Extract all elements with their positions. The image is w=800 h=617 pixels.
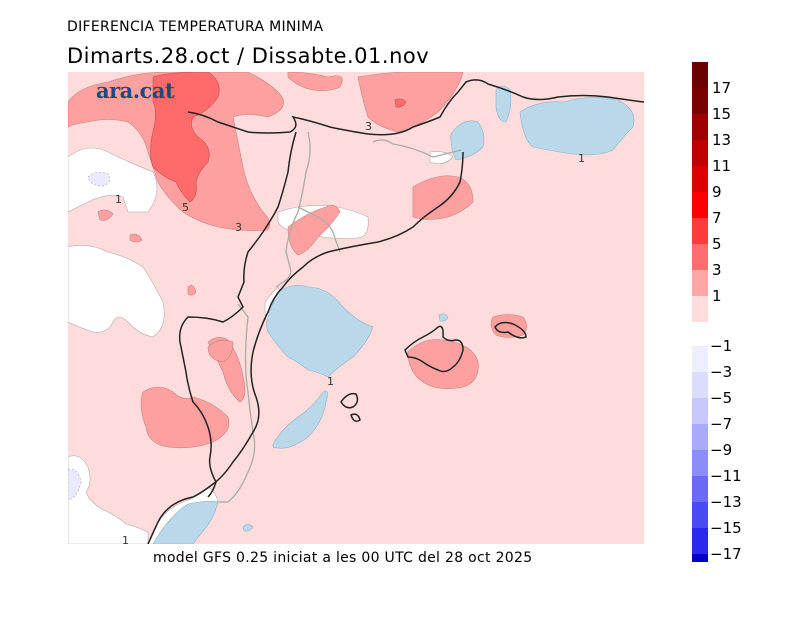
legend-swatch [692,166,708,192]
cool-area [152,501,219,544]
cold-area [87,171,110,187]
warm-band-5-7 [394,98,407,108]
legend-swatch [692,554,708,562]
contour-label: 3 [365,120,372,133]
legend-label: −17 [710,545,742,562]
date-range: Dimarts.28.oct / Dissabte.01.nov [67,44,430,68]
legend-swatch [692,424,708,450]
legend-label: 7 [712,209,722,227]
legend-swatch [692,244,708,270]
warm-band-3-5 [129,233,143,243]
legend-swatch [692,270,708,296]
contour-label: 1 [115,193,122,206]
island-ibiza [340,392,361,422]
neutral-area [68,245,165,338]
legend-swatch [692,296,708,322]
contour-label: 3 [235,221,242,234]
cool-area [266,285,374,378]
legend-label: −3 [710,363,732,381]
cold-area [68,469,82,501]
legend-label: −7 [710,415,732,433]
island-mallorca [404,325,464,373]
legend-swatch [692,192,708,218]
regional-border [275,131,462,288]
border-coastline [147,151,464,544]
contour-label: 1 [327,375,334,388]
legend-swatch [692,218,708,244]
cool-area [272,390,328,449]
legend-label: −5 [710,389,732,407]
neutral-area [68,455,149,544]
contour-label: 1 [122,534,129,544]
legend-swatch [692,528,708,554]
warm-band-5-7 [150,72,220,203]
legend-label: 5 [712,235,722,253]
warm-band-3-5 [140,386,230,449]
legend-swatch [692,476,708,502]
legend-label: −1 [710,337,732,355]
warm-band-3-5 [357,72,464,133]
color-legend: 17 15 13 11 9 7 5 3 1 −1 −3 −5 −7 −9 −11 −13 −15 −17 [692,62,742,562]
legend-swatch [692,398,708,424]
legend-label: −11 [710,467,742,485]
contour-label: 5 [182,201,189,214]
warm-band-3-5 [407,339,479,389]
cool-area [519,97,635,156]
neutral-area [68,147,158,213]
legend-swatch [692,114,708,140]
temperature-map: 1 5 3 3 1 1 1 [68,72,644,544]
border-coastline [178,131,297,498]
warm-band-3-5 [207,340,234,363]
legend-swatch [692,450,708,476]
model-run-info: model GFS 0.25 iniciat a les 00 UTC del … [153,550,533,566]
island-menorca [494,321,527,339]
legend-swatch [692,88,708,114]
warm-band-3-5 [97,209,114,221]
chart-title: DIFERENCIA TEMPERATURA MINIMA [67,19,324,35]
legend-swatch [692,372,708,398]
cool-area [495,85,512,123]
legend-swatch [692,346,708,372]
legend-label: 15 [712,105,731,123]
neutral-area [429,151,454,164]
legend-label: 13 [712,131,731,149]
border-coastline [187,79,644,136]
cool-area [438,313,449,322]
legend-swatch [692,502,708,528]
legend-label: 11 [712,157,731,175]
legend-label: −15 [710,519,742,537]
legend-swatch [692,140,708,166]
warm-band-3-5 [287,72,343,91]
legend-label: 1 [712,287,722,305]
contour-label: 1 [578,152,585,165]
cool-area [242,524,254,532]
legend-swatch-top [692,62,708,88]
legend-label: 9 [712,183,722,201]
legend-label: 3 [712,261,722,279]
legend-label: −9 [710,441,732,459]
ara-cat-logo: ara.cat [96,78,175,103]
warm-band-3-5 [187,285,197,296]
legend-label: −13 [710,493,742,511]
legend-label: 17 [712,79,731,97]
